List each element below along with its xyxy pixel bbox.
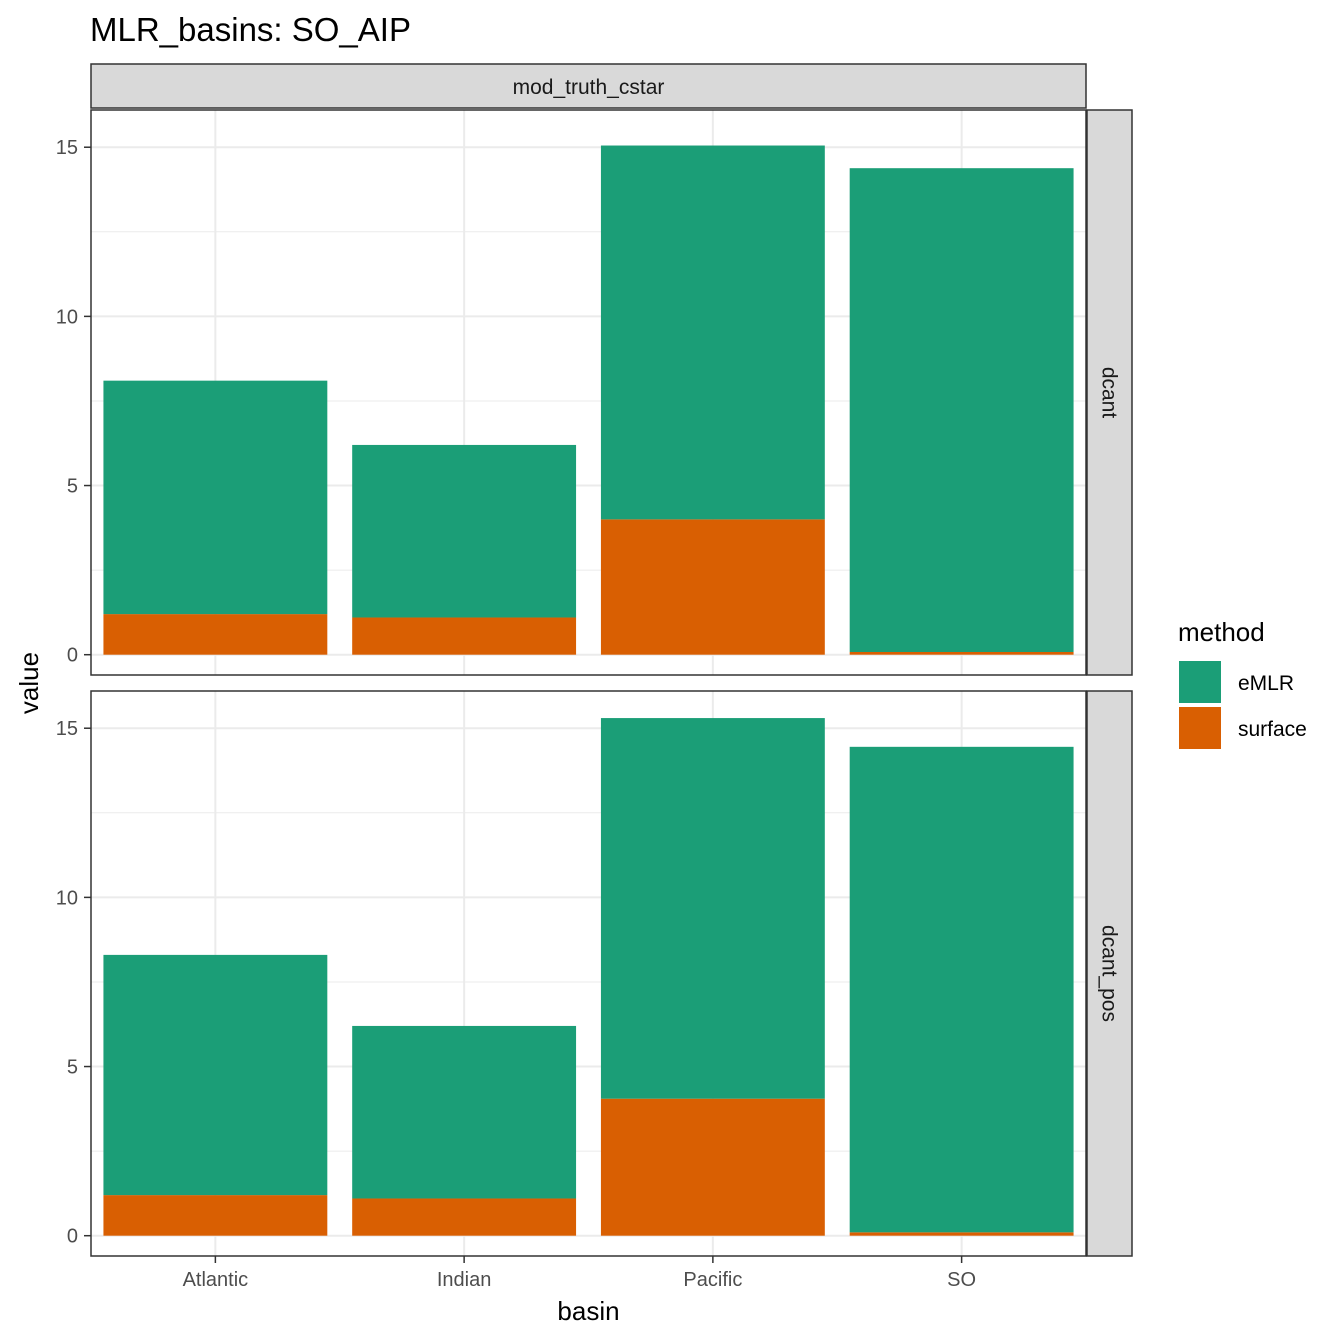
bar-surface-so xyxy=(849,651,1074,655)
bar-surface-pacific xyxy=(600,1098,825,1236)
y-tick-label: 0 xyxy=(67,1226,78,1248)
x-tick-label: Pacific xyxy=(683,1269,742,1291)
bar-emlr-atlantic xyxy=(103,380,328,615)
facet-row-strip xyxy=(1086,690,1133,1257)
chart-title: MLR_basins: SO_AIP xyxy=(90,11,411,48)
bar-emlr-indian xyxy=(352,444,577,618)
y-tick-label: 0 xyxy=(67,645,78,667)
bar-surface-pacific xyxy=(600,519,825,655)
x-tick-label: SO xyxy=(947,1269,976,1291)
y-axis-title: value xyxy=(14,652,44,714)
bar-emlr-atlantic xyxy=(103,954,328,1196)
legend-key-surface xyxy=(1179,707,1221,749)
bar-emlr-so xyxy=(849,168,1074,652)
bar-surface-indian xyxy=(352,1198,577,1236)
legend-label-surface: surface xyxy=(1238,718,1307,741)
bar-emlr-so xyxy=(849,746,1074,1233)
bar-surface-indian xyxy=(352,617,577,655)
bar-emlr-pacific xyxy=(600,718,825,1099)
bar-surface-atlantic xyxy=(103,1195,328,1236)
legend-key-emlr xyxy=(1179,661,1221,703)
y-tick-label: 5 xyxy=(67,476,78,498)
y-tick-label: 10 xyxy=(56,887,78,909)
legend-title: method xyxy=(1178,617,1265,647)
panel-border xyxy=(90,109,1087,676)
x-tick-label: Atlantic xyxy=(183,1269,249,1291)
y-tick-label: 5 xyxy=(67,1057,78,1079)
bar-emlr-pacific xyxy=(600,145,825,520)
y-tick-label: 15 xyxy=(56,137,78,159)
panel-dcant: 0 5 10 15 dcant xyxy=(56,109,1133,676)
panel-dcant_pos: 0 5 10 15 dcant_pos xyxy=(56,690,1133,1257)
bar-surface-atlantic xyxy=(103,614,328,655)
y-tick-label: 15 xyxy=(56,718,78,740)
x-axis-title: basin xyxy=(557,1296,619,1326)
facet-col-strip xyxy=(90,63,1087,109)
facet-row-strip xyxy=(1086,109,1133,676)
panels: 0 5 10 15 dcant 0 5 10 15 dcant_pos Atlantic Indian… xyxy=(56,109,1133,1291)
bar-surface-so xyxy=(849,1232,1074,1236)
legend-label-emlr: eMLR xyxy=(1238,672,1294,695)
legend: method eMLR surface xyxy=(1178,617,1307,749)
y-tick-label: 10 xyxy=(56,306,78,328)
bar-emlr-indian xyxy=(352,1025,577,1199)
panel-border xyxy=(90,690,1087,1257)
x-tick-label: Indian xyxy=(437,1269,492,1291)
facet-row-label: dcant_pos xyxy=(1098,925,1121,1022)
facet-col-label: mod_truth_cstar xyxy=(513,76,665,99)
facet-row-label: dcant xyxy=(1098,367,1121,419)
